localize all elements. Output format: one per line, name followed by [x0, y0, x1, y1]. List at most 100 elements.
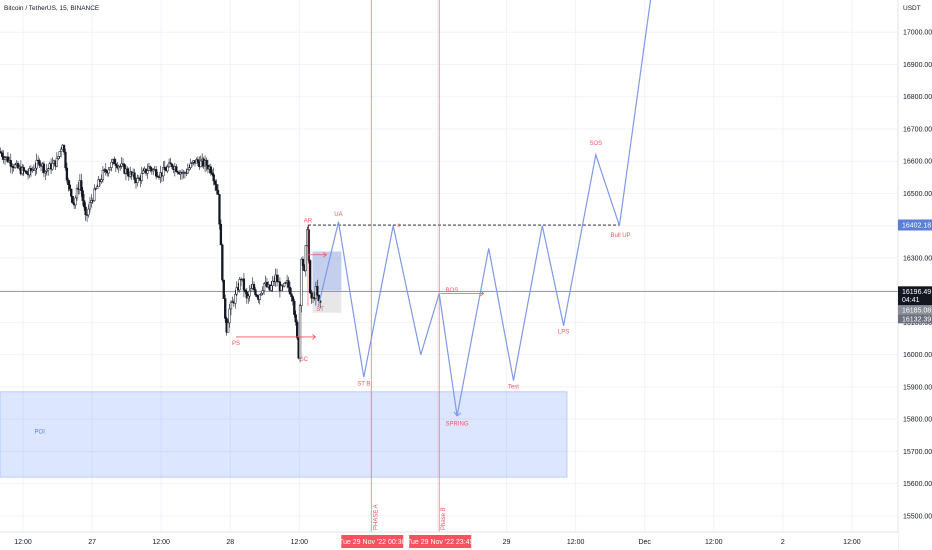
- time-tick-label: 27: [88, 539, 96, 546]
- candle-body: [0, 151, 2, 154]
- candle-body: [258, 294, 261, 300]
- candle-body: [238, 279, 241, 291]
- candle-body: [67, 179, 70, 186]
- candle-body: [213, 180, 217, 185]
- candle-body: [186, 169, 189, 174]
- candle-body: [216, 189, 220, 195]
- candle-body: [293, 300, 296, 315]
- candle-body: [261, 290, 264, 294]
- candle-body: [222, 279, 225, 299]
- candle-body: [60, 148, 63, 152]
- candle-body: [162, 166, 165, 177]
- candle-body: [308, 260, 312, 294]
- candles: [0, 143, 322, 363]
- candle-body: [156, 175, 159, 178]
- candle-body: [317, 294, 320, 302]
- candle-body: [189, 163, 192, 168]
- candle-body: [28, 168, 31, 176]
- candle-body: [316, 286, 319, 296]
- candle-body: [120, 163, 123, 167]
- phase-label: PHASE A: [373, 504, 379, 530]
- time-badge-label: Tue 29 Nov '22 23:45: [407, 539, 474, 546]
- price-tick-label: 15500.00: [903, 513, 932, 520]
- time-tick-label: 12:00: [152, 539, 170, 546]
- candle-body: [97, 179, 100, 188]
- candle-body: [234, 294, 237, 304]
- candle-body: [218, 194, 221, 225]
- price-tick-label: 15700.00: [903, 449, 932, 456]
- annotations: PS SC AR ST UA ST B BOS SPRING Test LPS SOS Bull UP: [232, 141, 631, 428]
- time-axis[interactable]: 12:00 27 12:00 28 12:00 12:00 29 12:00 Dec 12:00 2…: [0, 531, 898, 550]
- price-tick-label: 16300.00: [903, 255, 932, 262]
- candle-body: [288, 286, 292, 295]
- candle-body: [104, 169, 107, 172]
- candle-body: [270, 285, 273, 291]
- low-price-badge: [898, 314, 932, 324]
- projection: [317, 0, 652, 417]
- candle-body: [110, 162, 113, 168]
- candle-body: [74, 197, 77, 206]
- projection-line: [317, 0, 652, 417]
- candle-body: [310, 292, 313, 299]
- candle-body: [235, 287, 238, 295]
- candle-body: [80, 180, 83, 191]
- grid: [0, 0, 898, 532]
- time-tick-label: 29: [503, 539, 511, 546]
- candle-body: [119, 165, 122, 167]
- candle-body: [265, 282, 269, 288]
- candle-body: [294, 314, 297, 323]
- candle-body: [94, 188, 97, 190]
- candle-body: [283, 282, 286, 287]
- candle-body: [228, 308, 231, 324]
- annotation-label: LPS: [558, 330, 569, 336]
- candle-body: [126, 168, 129, 175]
- candle-body: [101, 170, 105, 180]
- time-badge-label: Tue 29 Nov '22 00:30: [339, 539, 406, 546]
- candle-body: [84, 206, 87, 216]
- low-price-label: 16132.39: [902, 316, 931, 323]
- candle-body: [190, 162, 194, 164]
- candle-body: [87, 208, 90, 216]
- level-line-mark: x: [397, 223, 400, 229]
- annotation-label: Test: [508, 385, 519, 391]
- candle-body: [35, 159, 38, 169]
- candle-body: [64, 151, 67, 169]
- price-tick-label: 15800.00: [903, 417, 932, 424]
- annotation-label: SOS: [589, 141, 602, 147]
- reference-lines: x PHASE A Phase B: [0, 0, 898, 532]
- annotation-arrowhead: [323, 251, 328, 258]
- price-axis[interactable]: 15500.00 15600.00 15700.00 15800.00 15900.00…: [897, 0, 932, 550]
- candle-body: [93, 188, 96, 201]
- poi-label: POI: [35, 430, 46, 436]
- candle-body: [34, 167, 37, 171]
- candle-body: [224, 298, 227, 319]
- candle-body: [136, 178, 139, 183]
- annotation-label: ST B: [357, 381, 370, 387]
- candle-body: [51, 163, 54, 170]
- candle-body: [65, 167, 69, 181]
- candle-body: [170, 163, 174, 167]
- candle-body: [146, 170, 149, 174]
- price-tick-label: 15600.00: [903, 481, 932, 488]
- candle-body: [226, 322, 230, 333]
- candle-body: [199, 160, 202, 168]
- candle-body: [219, 223, 223, 246]
- candle-body: [47, 168, 50, 171]
- annotation-label: UA: [334, 212, 342, 218]
- candle-body: [107, 169, 110, 174]
- candle-body: [58, 151, 61, 157]
- candle-body: [6, 156, 10, 163]
- annotation-label: ST: [316, 307, 324, 313]
- chart-title: Bitcoin / TetherUS, 15, BINANCE: [4, 5, 100, 12]
- candle-body: [142, 170, 145, 174]
- time-tick-label: 12:00: [291, 539, 309, 546]
- candle-body: [166, 166, 169, 172]
- price-axis-bg: [898, 0, 932, 550]
- candle-body: [280, 285, 283, 291]
- candle-body: [57, 156, 60, 159]
- candle-body: [209, 166, 212, 174]
- axis-currency: USDT: [903, 5, 921, 12]
- candle-body: [211, 172, 214, 175]
